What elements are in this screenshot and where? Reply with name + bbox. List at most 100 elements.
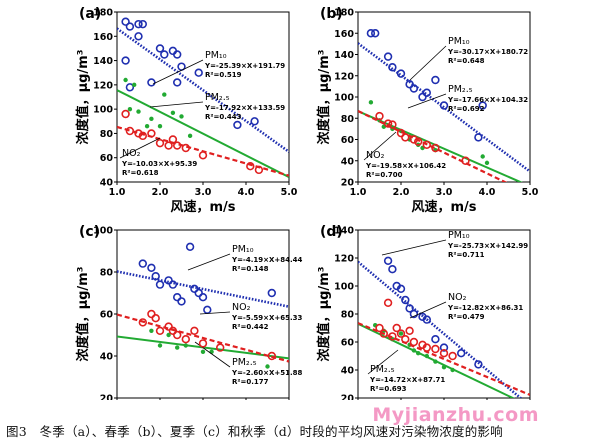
data-point-no2 [246, 162, 255, 171]
r-squared: R²=0.648 [448, 57, 485, 65]
y-tick-label: 80 [100, 268, 114, 279]
data-point-no2 [422, 140, 431, 150]
data-point-pm10 [134, 19, 143, 29]
y-tick-label: 80 [341, 114, 355, 125]
fit-line-no2 [117, 125, 289, 177]
data-point-pm25 [368, 100, 374, 105]
data-point-pm10 [366, 29, 376, 38]
data-point-no2 [405, 326, 414, 335]
x-tick-label: 4.0 [479, 187, 496, 198]
x-tick-label: 2.0 [152, 187, 169, 198]
data-point-pm10 [409, 309, 419, 319]
x-tick-label: 1.0 [109, 187, 126, 198]
data-point-no2 [155, 138, 165, 148]
series-name-label: PM₂.₅ [205, 92, 230, 103]
data-point-pm25 [209, 349, 214, 354]
y-tick-label: 140 [334, 50, 354, 61]
r-squared: R²=0.618 [122, 169, 159, 177]
r-squared: R²=0.711 [448, 251, 485, 259]
regression-equation: Y=-17.92×X+133.59 [204, 104, 285, 112]
series-name-label: NO₂ [232, 302, 251, 313]
data-point-no2 [181, 335, 191, 344]
data-point-pm25 [398, 331, 404, 336]
fit-line-pm10 [358, 42, 530, 173]
y-tick-label: 40 [341, 366, 355, 377]
data-point-pm10 [194, 68, 203, 77]
series-name-label: PM₁₀ [232, 244, 254, 255]
series-name-label: PM₂.₅ [448, 84, 473, 95]
y-tick-label: 20 [100, 394, 114, 401]
data-point-pm25 [179, 114, 184, 119]
data-point-pm25 [166, 332, 171, 338]
x-tick-label: 4.0 [238, 187, 255, 198]
y-tick-label: 100 [93, 105, 113, 116]
data-point-pm10 [383, 52, 393, 61]
data-point-no2 [138, 318, 148, 327]
fit-line-pm25 [117, 89, 289, 179]
data-point-pm10 [388, 265, 397, 274]
data-point-pm10 [198, 293, 208, 302]
annotation-leader [367, 349, 399, 375]
x-tick-label: 1.0 [350, 187, 367, 198]
r-squared: R²=0.148 [232, 265, 269, 273]
data-point-pm10 [138, 19, 148, 29]
data-point-pm25 [200, 349, 206, 354]
y-tick-label: 140 [334, 226, 354, 237]
data-point-pm10 [233, 120, 242, 130]
plot-frame [116, 11, 290, 183]
y-axis-label: 浓度值，μg/m³ [316, 50, 332, 145]
x-tick-label: 5.0 [281, 187, 298, 198]
series-name-label: NO₂ [122, 148, 141, 159]
chart-panel-c: 204060801001.02.03.04.05.0风速，m/s浓度值，μg/m… [75, 224, 303, 400]
data-point-pm10 [474, 133, 483, 142]
data-point-pm10 [250, 117, 259, 126]
y-tick-label: 120 [334, 254, 354, 265]
data-point-pm10 [125, 22, 135, 31]
fit-line-no2 [358, 322, 530, 396]
fit-line-pm10 [117, 27, 289, 153]
regression-equation: Y=-10.03×X+95.39 [121, 160, 197, 168]
data-point-pm10 [155, 44, 165, 53]
data-point-no2 [383, 298, 393, 307]
data-point-no2 [439, 349, 449, 358]
data-point-pm10 [177, 297, 186, 306]
data-point-pm10 [418, 92, 427, 102]
regression-equation: Y=-25.39×X+191.79 [204, 62, 285, 70]
data-point-pm25 [187, 133, 193, 139]
series-name-label: PM₁₀ [448, 230, 470, 241]
annotation-leader [119, 137, 161, 159]
data-point-pm10 [194, 288, 203, 298]
data-point-pm25 [480, 154, 485, 159]
annotation-leader [187, 253, 231, 271]
data-point-no2 [147, 309, 156, 319]
r-squared: R²=0.693 [370, 385, 407, 393]
series-name-label: NO₂ [366, 150, 385, 161]
annotation-leader [199, 311, 231, 315]
data-point-no2 [383, 119, 393, 128]
r-squared: R²=0.479 [448, 313, 485, 321]
y-tick-label: 160 [334, 29, 354, 40]
annotation-leader [363, 131, 397, 161]
series-name-label: PM₁₀ [448, 36, 470, 47]
data-point-pm25 [157, 123, 163, 129]
data-point-pm10 [160, 50, 169, 59]
data-point-no2 [138, 131, 148, 141]
data-point-pm10 [190, 284, 199, 293]
data-point-no2 [431, 344, 440, 354]
data-point-no2 [396, 329, 406, 338]
data-point-no2 [375, 111, 384, 121]
panel-label: (c) [79, 224, 100, 240]
y-tick-label: 120 [334, 71, 354, 82]
data-point-pm10 [173, 50, 182, 59]
figure-caption: 图3 冬季（a）、春季（b）、夏季（c）和秋季（d）时段的平均风速对污染物浓度的… [6, 424, 503, 439]
r-squared: R²=0.692 [448, 105, 485, 113]
series-name-label: PM₂.₅ [232, 357, 257, 368]
data-point-pm25 [123, 77, 128, 83]
data-point-pm25 [132, 82, 137, 88]
r-squared: R²=0.700 [366, 171, 403, 179]
data-point-pm25 [265, 364, 270, 369]
x-axis-label: 风速，m/s [170, 199, 235, 215]
regression-equation: Y=-30.17×X+180.72 [447, 48, 528, 56]
data-point-pm10 [396, 284, 406, 293]
data-point-pm10 [371, 29, 380, 38]
